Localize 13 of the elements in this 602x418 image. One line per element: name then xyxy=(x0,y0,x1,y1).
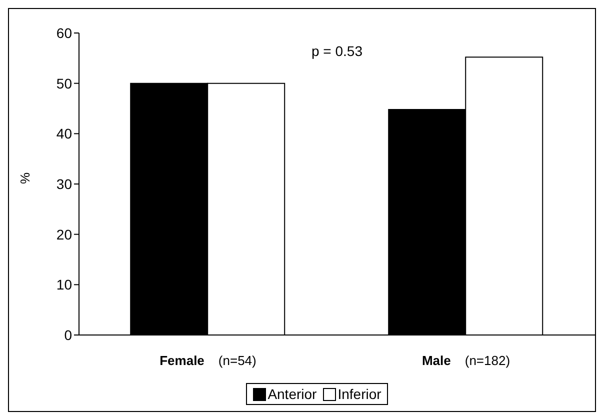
y-tick-label: 10 xyxy=(56,276,72,293)
annotation: p = 0.53 xyxy=(310,43,364,59)
y-tick-label: 50 xyxy=(56,75,72,92)
y-tick-label: 60 xyxy=(56,24,72,41)
y-tick-label: 20 xyxy=(56,226,72,242)
x-tick-label: Female (n=54) xyxy=(160,353,256,368)
y-tick-label: 0 xyxy=(64,326,72,343)
legend-label: Anterior xyxy=(266,386,317,402)
y-tick-label: 40 xyxy=(56,126,72,142)
legend-label: Inferior xyxy=(336,386,382,402)
x-tick-label: Male (n=182) xyxy=(422,353,510,368)
y-axis-title: % xyxy=(18,172,33,184)
y-tick-label: 30 xyxy=(56,176,72,192)
